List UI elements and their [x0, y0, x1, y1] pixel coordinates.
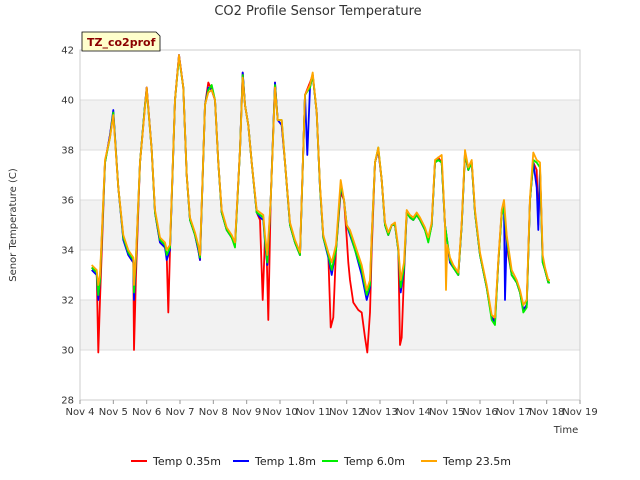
- x-tick-label: Nov 18: [529, 407, 564, 418]
- series-line-4: [91, 54, 550, 319]
- x-tick-label: Nov 7: [165, 407, 194, 418]
- x-tick-label: Nov 8: [199, 407, 228, 418]
- x-tick-label: Nov 16: [462, 407, 497, 418]
- legend-label: Temp 0.35m: [152, 455, 221, 468]
- y-tick-label: 42: [61, 46, 74, 57]
- y-tick-label: 30: [61, 346, 74, 357]
- y-tick-label: 38: [61, 146, 74, 157]
- x-tick-label: Nov 4: [65, 407, 94, 418]
- x-tick-label: Nov 12: [329, 407, 364, 418]
- y-tick-label: 32: [61, 296, 74, 307]
- x-tick-label: Nov 6: [132, 407, 161, 418]
- x-tick-label: Nov 14: [396, 407, 431, 418]
- legend-label: Temp 6.0m: [343, 455, 405, 468]
- x-tick-label: Nov 11: [296, 407, 331, 418]
- x-tick-label: Nov 10: [262, 407, 297, 418]
- site-tag-label: TZ_co2prof: [87, 36, 156, 49]
- x-tick-label: Nov 19: [562, 407, 597, 418]
- chart-title: CO2 Profile Sensor Temperature: [214, 4, 421, 19]
- y-axis-label: Senor Temperature (C): [8, 168, 19, 282]
- y-axis-ticks: 28 30 32 34 36 38 40 42: [61, 46, 74, 407]
- legend-label: Temp 23.5m: [442, 455, 511, 468]
- y-tick-label: 40: [61, 96, 74, 107]
- x-tick-label: Nov 5: [99, 407, 128, 418]
- y-tick-label: 36: [61, 196, 74, 207]
- legend: Temp 0.35m Temp 1.8m Temp 6.0m Temp 23.5m: [131, 455, 511, 468]
- x-tick-label: Nov 15: [429, 407, 464, 418]
- plot-frame: [79, 49, 581, 401]
- site-tag: TZ_co2prof: [81, 31, 161, 52]
- legend-label: Temp 1.8m: [254, 455, 316, 468]
- x-tick-label: Nov 9: [232, 407, 261, 418]
- x-tick-label: Nov 17: [496, 407, 531, 418]
- y-tick-label: 28: [61, 396, 74, 407]
- y-tick-label: 34: [61, 246, 74, 257]
- x-axis-label: Time: [553, 425, 578, 436]
- series-layer: [91, 54, 550, 354]
- plot-band: [80, 100, 580, 150]
- x-axis-ticks: Nov 4 Nov 5 Nov 6 Nov 7 Nov 8 Nov 9 Nov 10Nov …: [65, 400, 598, 418]
- x-tick-label: Nov 13: [362, 407, 397, 418]
